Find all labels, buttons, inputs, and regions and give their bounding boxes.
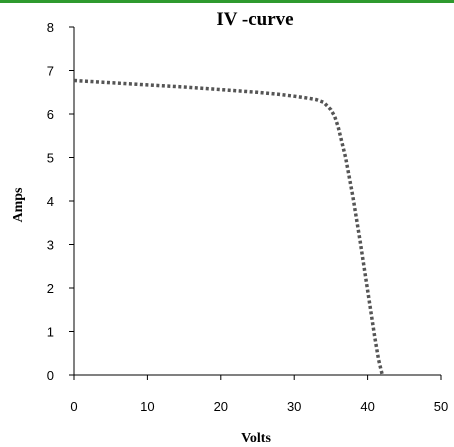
x-tick-label: 0 [70, 399, 77, 414]
x-tick-label: 10 [140, 399, 154, 414]
y-tick-label: 8 [47, 20, 54, 35]
iv-curve-series [73, 78, 385, 376]
y-tick-label: 0 [47, 368, 54, 383]
y-tick-label: 3 [47, 238, 54, 253]
y-tick-label: 1 [47, 325, 54, 340]
y-axis-ticks: 0 1 2 3 4 5 6 7 8 [47, 20, 74, 383]
x-axis-ticks: 0 10 20 30 40 50 [70, 375, 448, 414]
x-tick-label: 20 [214, 399, 228, 414]
y-tick-label: 2 [47, 281, 54, 296]
y-tick-label: 7 [47, 64, 54, 79]
x-tick-label: 50 [434, 399, 448, 414]
x-tick-label: 30 [287, 399, 301, 414]
top-accent-rule [0, 0, 454, 3]
y-tick-label: 4 [47, 194, 54, 209]
x-axis-label: Volts [241, 431, 271, 446]
x-tick-label: 40 [360, 399, 374, 414]
y-tick-label: 6 [47, 107, 54, 122]
y-tick-label: 5 [47, 151, 54, 166]
y-axis-label: Amps [11, 187, 26, 223]
chart-title: IV -curve [216, 9, 293, 30]
